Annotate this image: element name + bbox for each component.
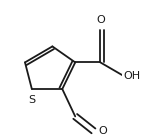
Text: OH: OH [123, 71, 140, 81]
Text: O: O [98, 126, 107, 136]
Text: O: O [96, 15, 105, 25]
Text: S: S [28, 95, 35, 105]
